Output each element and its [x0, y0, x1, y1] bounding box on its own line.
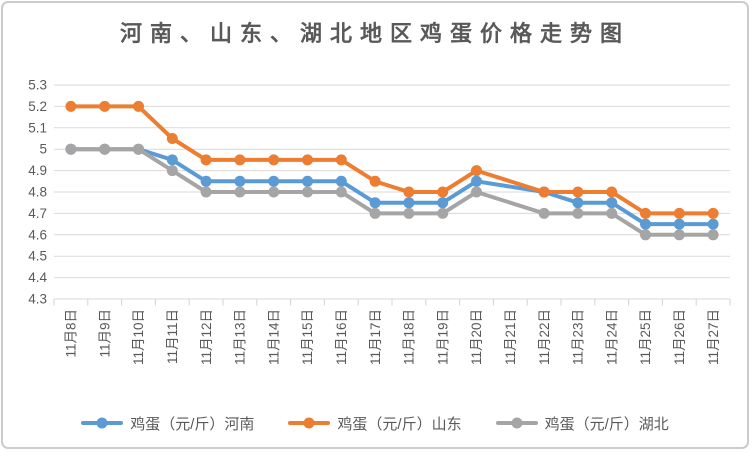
- legend-label: 鸡蛋（元/斤）山东: [337, 415, 462, 433]
- x-axis-label: 11月9日: [97, 309, 112, 358]
- series-hubei-marker: [572, 207, 584, 219]
- x-axis-label: 11月17日: [368, 309, 383, 365]
- y-axis-label: 4.4: [28, 270, 47, 285]
- chart-title: 河南、山东、湖北地区鸡蛋价格走势图: [119, 21, 630, 46]
- x-axis-label: 11月20日: [469, 309, 484, 365]
- y-axis-label: 4.6: [28, 227, 47, 242]
- series-hubei-marker: [335, 186, 347, 198]
- series-henan-marker: [673, 218, 685, 230]
- legend-henan-marker-icon: [81, 417, 124, 430]
- legend-item-shandong: 鸡蛋（元/斤）山东: [288, 413, 462, 434]
- y-axis-label: 5.1: [28, 120, 47, 135]
- series-shandong-marker: [403, 186, 415, 198]
- series-hubei-marker: [234, 186, 246, 198]
- legend-hubei-marker-icon: [495, 417, 538, 430]
- series-shandong-marker: [538, 186, 550, 198]
- series-shandong-marker: [369, 175, 381, 187]
- series-hubei-marker: [65, 143, 77, 155]
- y-axis-label: 5.2: [28, 99, 47, 114]
- series-shandong-marker: [166, 133, 178, 144]
- series-hubei-marker: [403, 207, 415, 219]
- y-axis-label: 5.3: [28, 78, 47, 93]
- x-axis-label: 11月8日: [64, 309, 79, 358]
- x-axis-label: 11月23日: [571, 309, 586, 365]
- legend-item-henan: 鸡蛋（元/斤）河南: [81, 413, 254, 434]
- legend-shandong-marker-icon: [288, 417, 331, 430]
- series-henan-marker: [302, 175, 313, 187]
- series-shandong-marker: [302, 154, 313, 166]
- x-axis-label: 11月13日: [233, 309, 248, 365]
- series-hubei-marker: [437, 207, 449, 219]
- series-shandong-marker: [437, 186, 449, 198]
- series-hubei-marker: [640, 229, 651, 241]
- series-shandong-marker: [268, 154, 280, 166]
- series-hubei-marker: [200, 186, 212, 198]
- x-axis-label: 11月19日: [435, 309, 450, 365]
- series-henan-marker: [200, 175, 212, 187]
- y-axis-label: 4.3: [28, 292, 47, 307]
- series-henan-marker: [437, 197, 449, 209]
- x-axis-label: 11月10日: [131, 309, 146, 365]
- chart-legend: 鸡蛋（元/斤）河南 鸡蛋（元/斤）山东 鸡蛋（元/斤）湖北: [3, 405, 747, 441]
- y-axis-label: 4.7: [28, 206, 47, 221]
- series-hubei-marker: [133, 143, 144, 155]
- x-axis-label: 11月24日: [604, 309, 619, 365]
- series-hubei-marker: [166, 165, 178, 177]
- series-henan-marker: [707, 218, 719, 230]
- x-axis-label: 11月25日: [638, 309, 653, 365]
- series-henan-marker: [403, 197, 415, 209]
- legend-label: 鸡蛋（元/斤）湖北: [544, 415, 669, 433]
- y-axis-label: 4.5: [28, 249, 47, 264]
- series-henan-marker: [572, 197, 584, 209]
- series-henan-marker: [335, 175, 347, 187]
- series-shandong-marker: [335, 154, 347, 166]
- series-shandong-marker: [606, 186, 618, 198]
- series-hubei-marker: [707, 229, 719, 241]
- series-hubei-marker: [268, 186, 280, 198]
- x-axis-label: 11月11日: [165, 309, 180, 364]
- series-shandong-marker: [572, 186, 584, 198]
- x-axis-label: 11月26日: [672, 309, 687, 365]
- x-axis-label: 11月22日: [537, 309, 552, 365]
- series-hubei-marker: [369, 207, 381, 219]
- series-henan-marker: [234, 175, 246, 187]
- y-axis-label: 4.8: [28, 185, 47, 200]
- series-hubei-marker: [302, 186, 313, 198]
- series-shandong-marker: [133, 100, 144, 112]
- y-axis-label: 4.9: [28, 163, 47, 178]
- series-hubei-marker: [99, 143, 111, 155]
- series-henan-marker: [268, 175, 280, 187]
- series-henan-marker: [640, 218, 651, 230]
- x-axis-label: 11月12日: [199, 309, 214, 365]
- series-henan-marker: [471, 175, 482, 187]
- series-hubei-marker: [606, 207, 618, 219]
- series-shandong-marker: [200, 154, 212, 166]
- series-henan-marker: [166, 154, 178, 166]
- x-axis-label: 11月21日: [503, 309, 518, 365]
- series-shandong-marker: [65, 100, 77, 112]
- x-axis-label: 11月15日: [300, 309, 315, 365]
- series-shandong-marker: [707, 207, 719, 219]
- x-axis-label: 11月18日: [402, 309, 417, 365]
- series-shandong-marker: [471, 165, 482, 177]
- legend-label: 鸡蛋（元/斤）河南: [130, 415, 255, 433]
- series-shandong-marker: [99, 100, 111, 112]
- series-hubei-marker: [471, 186, 482, 198]
- series-shandong-marker: [640, 207, 651, 219]
- x-axis-label: 11月27日: [706, 309, 721, 365]
- x-axis-label: 11月14日: [266, 309, 281, 365]
- series-shandong-marker: [234, 154, 246, 166]
- series-hubei-marker: [673, 229, 685, 241]
- series-hubei-marker: [538, 207, 550, 219]
- legend-item-hubei: 鸡蛋（元/斤）湖北: [495, 413, 669, 434]
- x-axis-label: 11月16日: [334, 309, 349, 365]
- series-henan-marker: [606, 197, 618, 209]
- y-axis-label: 5: [39, 142, 47, 157]
- line-chart-plot: 5.3 5.2 5.1 5 4.9 4.8 4.7 4.6 4.5 4.4 4.3 11月8日 11月9…: [28, 78, 731, 365]
- series-shandong-marker: [673, 207, 685, 219]
- series-henan-marker: [369, 197, 381, 209]
